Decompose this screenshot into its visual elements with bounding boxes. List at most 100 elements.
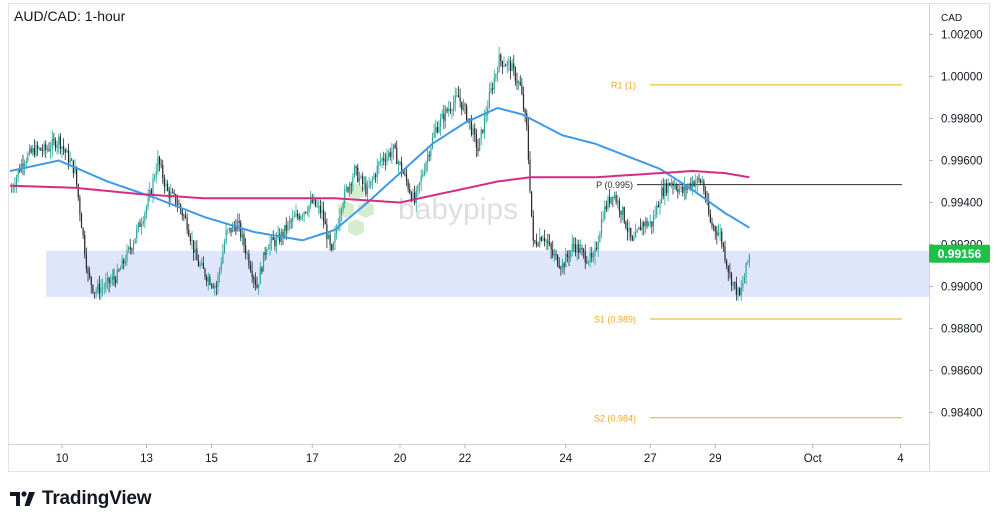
candle-body <box>441 113 443 119</box>
candle-body <box>261 267 263 272</box>
candle-body <box>222 251 224 264</box>
candle-body <box>589 253 591 262</box>
candle-body <box>665 183 668 194</box>
candle-body <box>613 195 616 198</box>
candle-body <box>511 63 513 71</box>
candle-body <box>509 61 512 71</box>
candle-body <box>651 221 653 227</box>
candle-body <box>451 110 453 112</box>
candle-body <box>417 185 419 191</box>
candle-body <box>264 252 266 255</box>
tradingview-logo-icon <box>10 491 35 506</box>
candle-body <box>323 209 325 222</box>
candle-body <box>269 242 271 250</box>
candle-body <box>623 207 625 223</box>
candle-body <box>235 226 237 232</box>
candle-body <box>188 229 190 237</box>
candle-body <box>132 243 135 250</box>
candle-body <box>602 219 604 220</box>
x-tick-label-0: 10 <box>56 453 69 465</box>
level-label-2: S1 (0.989) <box>594 315 636 325</box>
candle-body <box>339 215 341 226</box>
time-axis[interactable]: 10 13 15 17 20 22 24 27 29 Oct 4 <box>56 444 905 465</box>
candle-body <box>256 284 258 288</box>
candle-body <box>529 159 531 192</box>
candle-body <box>370 180 372 186</box>
candle-body <box>485 114 487 117</box>
candle-body <box>375 175 377 177</box>
price-axis[interactable]: 1.002001.000000.998000.996000.994000.992… <box>929 30 983 420</box>
candle-body <box>727 266 729 273</box>
candle-body <box>290 220 292 222</box>
candle-body <box>734 281 736 283</box>
candle-body <box>329 234 331 245</box>
candle-body <box>67 150 70 163</box>
candles <box>11 47 750 301</box>
candle-body <box>547 240 549 244</box>
candle-body <box>115 279 117 283</box>
candle-body <box>303 212 305 216</box>
candle-body <box>735 282 737 295</box>
x-tick-label-2: 15 <box>205 453 218 465</box>
candle-body <box>661 187 663 204</box>
candle-body <box>407 180 409 190</box>
candle-body <box>272 237 274 241</box>
candle-body <box>578 244 580 253</box>
candle-body <box>77 184 79 198</box>
candle-body <box>363 183 365 185</box>
candle-body <box>139 222 141 227</box>
candle-body <box>739 288 741 296</box>
candle-body <box>344 189 346 204</box>
candle-body <box>35 145 37 156</box>
candle-body <box>74 166 76 174</box>
candle-body <box>271 237 273 243</box>
candle-body <box>742 283 744 288</box>
candle-body <box>266 249 268 255</box>
candle-body <box>248 253 250 266</box>
candle-body <box>470 121 473 135</box>
x-tick-label-9: Oct <box>804 453 823 465</box>
candle-body <box>103 287 105 289</box>
candle-body <box>295 213 297 217</box>
candle-body <box>11 188 13 192</box>
candle-body <box>336 229 338 234</box>
candle-body <box>230 227 232 233</box>
candle-body <box>717 232 720 236</box>
candle-body <box>93 292 96 294</box>
candle-body <box>534 240 536 242</box>
candlestick-chart[interactable]: babypips R1 (1)P (0.995)S1 (0.989)S2 (0.… <box>0 0 1000 475</box>
candle-body <box>544 237 546 242</box>
footer: TradingView <box>10 486 152 512</box>
candle-body <box>50 148 52 151</box>
candle-body <box>513 63 515 69</box>
candle-body <box>609 197 611 204</box>
candle-body <box>701 181 703 183</box>
y-tick-label-4: 0.99400 <box>941 198 983 210</box>
candle-body <box>565 254 567 268</box>
currency-label: CAD <box>941 13 962 24</box>
candle-body <box>95 290 97 294</box>
candle-body <box>108 277 110 284</box>
candle-body <box>246 253 248 255</box>
candle-body <box>28 148 31 154</box>
candle-body <box>639 226 642 231</box>
candle-body <box>709 213 711 223</box>
candle-body <box>79 197 81 214</box>
candle-body <box>97 284 99 291</box>
candle-body <box>574 244 577 253</box>
candle-body <box>480 129 482 139</box>
candle-body <box>41 150 44 152</box>
candle-body <box>313 199 315 203</box>
candle-body <box>531 191 533 216</box>
candle-body <box>181 209 183 216</box>
candle-body <box>433 132 435 138</box>
candle-body <box>729 272 731 274</box>
candle-body <box>495 74 497 78</box>
candle-body <box>137 222 139 229</box>
candle-body <box>162 165 164 179</box>
candle-body <box>285 225 287 231</box>
candle-body <box>128 247 130 250</box>
candle-body <box>479 138 481 151</box>
candle-body <box>558 265 560 268</box>
candle-body <box>144 212 146 222</box>
